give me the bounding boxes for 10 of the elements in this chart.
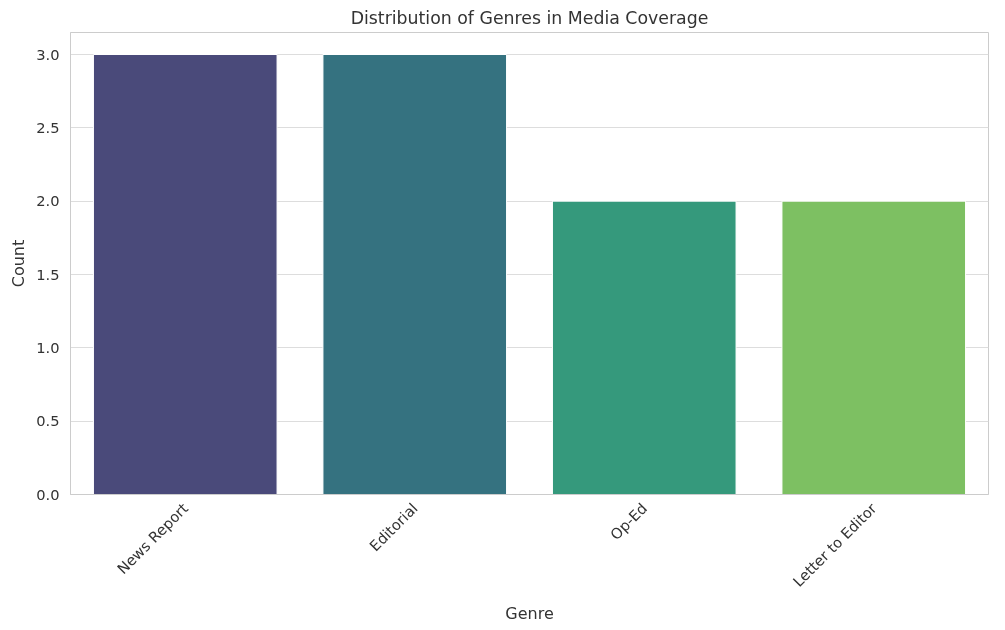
- y-tick-label: 2.0: [36, 192, 60, 210]
- chart-title: Distribution of Genres in Media Coverage: [350, 7, 709, 28]
- y-axis-title: Count: [9, 239, 29, 288]
- x-axis-title: Genre: [505, 603, 554, 623]
- y-tick-label: 1.0: [36, 338, 60, 356]
- y-tick-label: 0.5: [36, 412, 60, 430]
- y-tick-label: 3.0: [36, 45, 60, 63]
- y-tick-label: 1.5: [36, 265, 60, 283]
- y-tick-label: 0.0: [36, 485, 60, 503]
- y-tick-label: 2.5: [36, 118, 60, 136]
